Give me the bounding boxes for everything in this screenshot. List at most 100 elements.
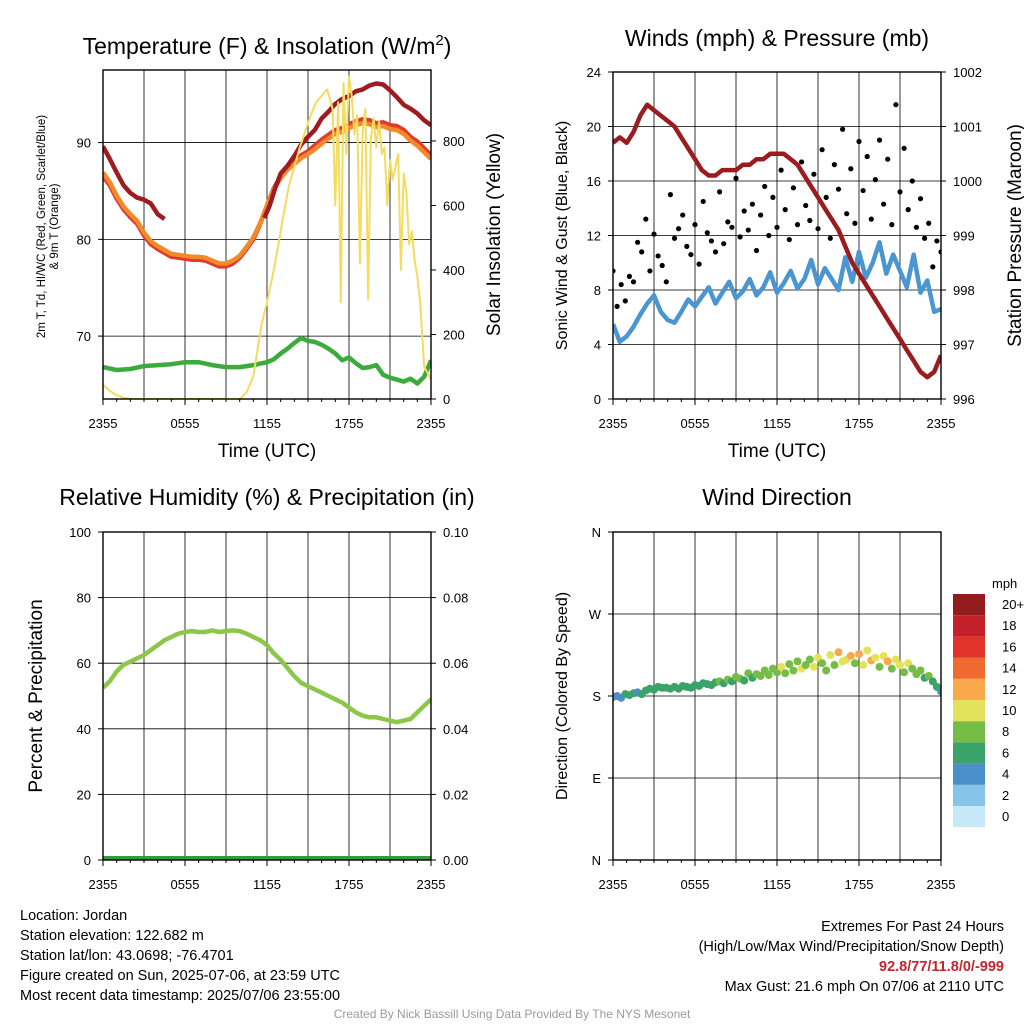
x-tick-label: 2355 xyxy=(89,877,118,892)
winds-grid xyxy=(613,72,941,399)
x-tick-label: 2355 xyxy=(417,877,446,892)
y-tick-label: 80 xyxy=(77,232,91,247)
chart-title: Temperature (F) & Insolation (W/m2) xyxy=(83,32,452,59)
direction-point xyxy=(916,666,925,675)
gust-point xyxy=(618,281,624,288)
legend-swatch xyxy=(953,784,985,806)
gust-point xyxy=(626,273,633,279)
x-tick-label: 0555 xyxy=(171,877,200,892)
direction-point xyxy=(846,651,855,660)
legend-label: 0 xyxy=(1002,809,1009,824)
gust-point xyxy=(663,279,669,285)
legend-swatch xyxy=(953,742,985,764)
gust-point xyxy=(917,196,924,202)
chart-title: Relative Humidity (%) & Precipitation (i… xyxy=(59,484,474,510)
gust-point xyxy=(749,201,756,207)
gust-point xyxy=(930,264,936,270)
9m-t-line xyxy=(103,120,431,266)
gust-point xyxy=(655,253,661,259)
direction-point xyxy=(756,671,765,680)
y-tick-label: N xyxy=(592,853,601,868)
y-right-tick-label: 0.06 xyxy=(443,656,468,671)
direction-point xyxy=(924,671,933,680)
direction-series xyxy=(613,646,941,702)
direction-point xyxy=(859,661,868,670)
direction-point xyxy=(822,666,831,675)
direction-point xyxy=(830,661,839,670)
x-axis-label: Time (UTC) xyxy=(728,441,827,462)
direction-point xyxy=(904,659,913,668)
y-tick-label: S xyxy=(592,689,601,704)
station-elevation: Station elevation: 122.682 m xyxy=(20,928,204,944)
gust-point xyxy=(807,217,813,224)
extremes-values: 92.8/77/11.8/0/-999 xyxy=(879,959,1004,975)
legend-label: 8 xyxy=(1002,724,1009,739)
direction-point xyxy=(781,669,790,678)
gust-point xyxy=(786,236,792,243)
y-tick-label: 8 xyxy=(594,283,601,298)
gust-point xyxy=(725,219,731,225)
max-gust: Max Gust: 21.6 mph On 07/06 at 2110 UTC xyxy=(724,979,1004,995)
gust-point xyxy=(758,212,764,218)
direction-point xyxy=(777,662,786,671)
gust-point xyxy=(614,303,620,309)
x-tick-label: 2355 xyxy=(599,416,628,431)
gust-point xyxy=(926,220,932,226)
direction-point xyxy=(834,648,843,657)
gust-point xyxy=(700,198,706,205)
y-right-tick-label: 0 xyxy=(443,392,450,407)
x-tick-label: 1155 xyxy=(253,416,281,431)
direction-point xyxy=(793,657,802,666)
y-right-tick-label: 1000 xyxy=(953,174,982,189)
gust-point xyxy=(860,187,866,194)
gust-point xyxy=(729,224,735,230)
y-tick-label: 80 xyxy=(77,591,91,606)
gust-point xyxy=(856,138,862,145)
direction-point xyxy=(818,659,827,668)
y-tick-label: 0 xyxy=(594,392,601,407)
temperature-chart: 70 80 90 0 200 400 600 800 2355 0555 1155 1755 2355 T… xyxy=(36,32,505,462)
gust-point xyxy=(872,177,879,183)
direction-point xyxy=(900,668,909,677)
solar-insolation-line xyxy=(103,75,431,399)
gust-point xyxy=(823,194,829,200)
x-tick-label: 2355 xyxy=(927,416,956,431)
y-axis-label: Sonic Wind & Gust (Blue, Black) xyxy=(554,121,571,350)
x-tick-label: 0555 xyxy=(681,877,710,892)
direction-point xyxy=(814,653,822,662)
y-tick-label: 70 xyxy=(77,329,91,344)
y-axis-label: Percent & Precipitation xyxy=(26,599,47,792)
gust-point xyxy=(630,279,637,285)
gust-point xyxy=(885,156,891,162)
direction-point xyxy=(850,659,859,668)
legend-label: 2 xyxy=(1002,788,1009,803)
y-right-tick-label: 996 xyxy=(953,392,975,407)
legend-swatch xyxy=(953,636,985,658)
gust-point xyxy=(745,227,751,233)
legend-label: 10 xyxy=(1002,703,1016,718)
gust-point xyxy=(897,189,903,195)
direction-point xyxy=(764,671,773,680)
humidity-grid xyxy=(103,532,431,860)
y-tick-label: 16 xyxy=(587,174,601,189)
gust-point xyxy=(651,231,657,237)
legend-label: 14 xyxy=(1002,661,1016,676)
y-tick-label: 24 xyxy=(587,65,601,80)
gust-point xyxy=(848,166,854,172)
rh-line xyxy=(103,628,431,725)
gust-point xyxy=(676,226,682,232)
gust-point xyxy=(909,178,915,184)
direction-point xyxy=(805,655,814,664)
gust-point xyxy=(831,162,838,168)
y-right-tick-label: 200 xyxy=(443,327,465,342)
x-tick-label: 2355 xyxy=(417,416,446,431)
gust-point xyxy=(905,207,911,213)
speed-legend: mph 0 2 4 6 8 10 12 14 16 18 20+ xyxy=(953,576,1024,828)
gust-point xyxy=(852,220,858,226)
y-right-tick-label: 997 xyxy=(953,338,975,353)
gust-point xyxy=(790,185,797,191)
gust-point xyxy=(635,239,641,245)
gust-point xyxy=(721,241,727,247)
gust-point xyxy=(671,235,678,241)
